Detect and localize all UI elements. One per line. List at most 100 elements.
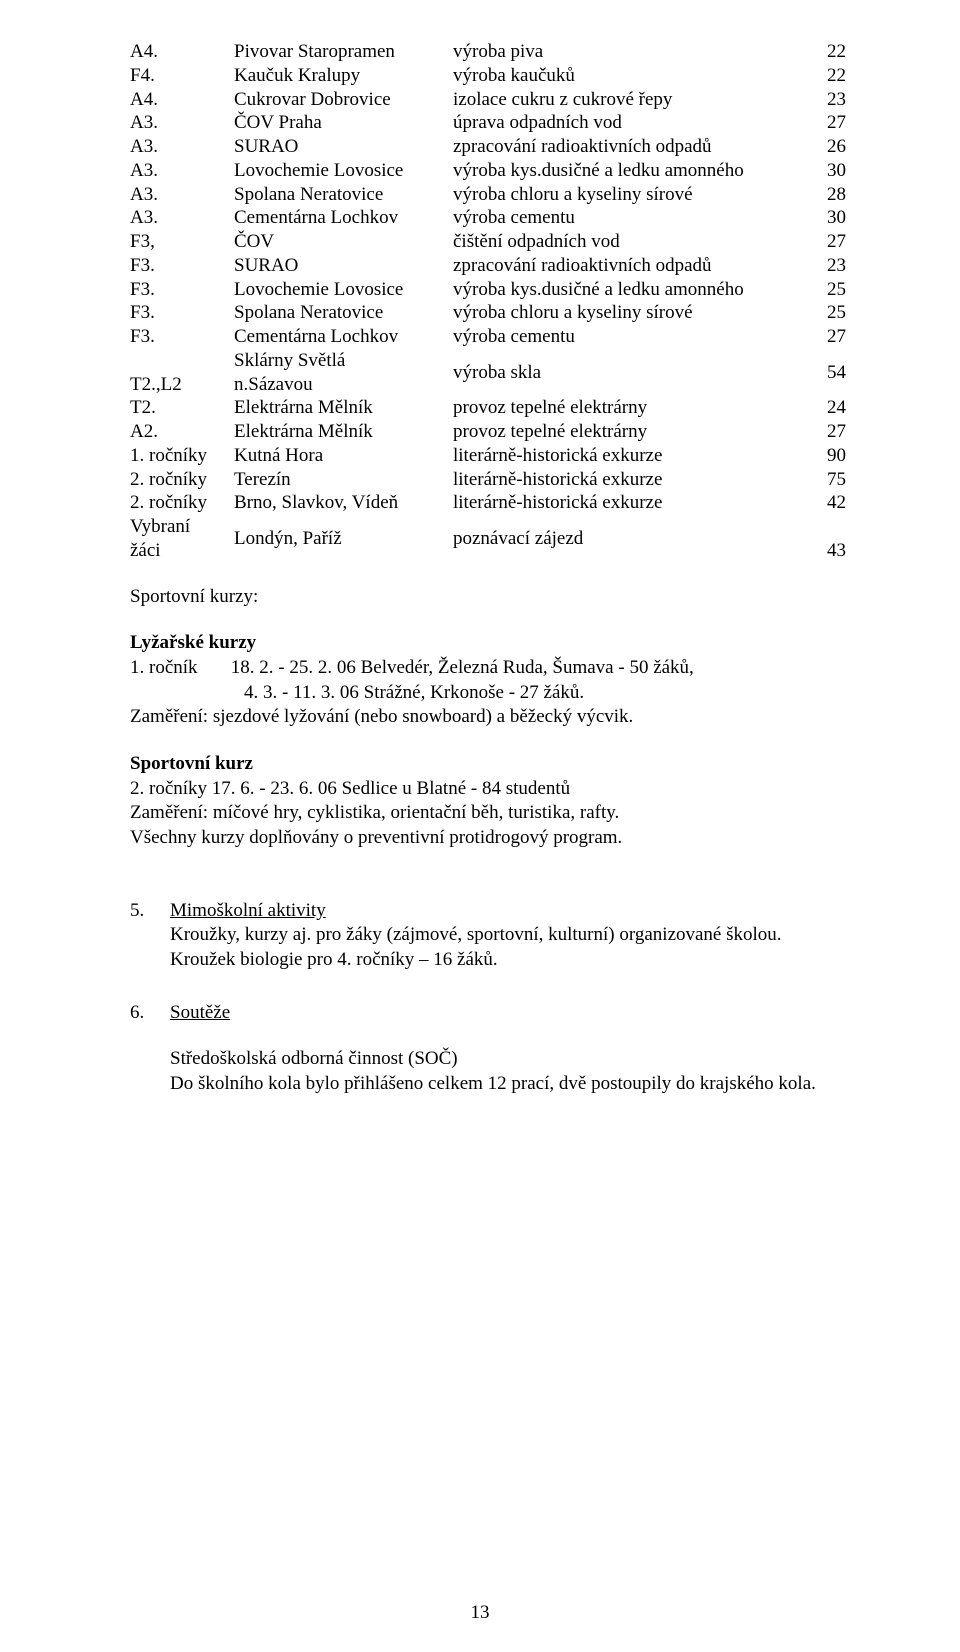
place-cell: SURAO xyxy=(234,254,453,278)
desc-cell: poznávací zájezd xyxy=(453,515,806,563)
code-cell: 2. ročníky xyxy=(130,468,234,492)
count-cell: 42 xyxy=(806,491,850,515)
place-cell: Londýn, Paříž xyxy=(234,515,453,563)
table-row: F3.Lovochemie Lovosicevýroba kys.dusičné… xyxy=(130,278,850,302)
place-cell: Spolana Neratovice xyxy=(234,183,453,207)
code-cell: F3. xyxy=(130,325,234,349)
code-cell: A4. xyxy=(130,40,234,64)
count-cell: 28 xyxy=(806,183,850,207)
ski-line1: 1. ročník 18. 2. - 25. 2. 06 Belvedér, Ž… xyxy=(130,656,850,681)
page-number: 13 xyxy=(0,1602,960,1624)
sportkurz-line3: Všechny kurzy doplňovány o preventivní p… xyxy=(130,826,850,851)
place-cell: Spolana Neratovice xyxy=(234,301,453,325)
code-cell: A3. xyxy=(130,159,234,183)
code-cell: F4. xyxy=(130,64,234,88)
count-cell: 27 xyxy=(806,230,850,254)
desc-cell: izolace cukru z cukrové řepy xyxy=(453,88,806,112)
code-cell: A4. xyxy=(130,88,234,112)
desc-cell: výroba chloru a kyseliny sírové xyxy=(453,301,806,325)
count-cell: 27 xyxy=(806,420,850,444)
desc-cell: provoz tepelné elektrárny xyxy=(453,420,806,444)
count-cell: 24 xyxy=(806,396,850,420)
place-cell: Lovochemie Lovosice xyxy=(234,278,453,302)
code-cell: žáci xyxy=(130,539,234,563)
table-row: F3.SURAOzpracování radioaktivních odpadů… xyxy=(130,254,850,278)
place-cell: Cementárna Lochkov xyxy=(234,206,453,230)
place-cell: Terezín xyxy=(234,468,453,492)
desc-cell: čištění odpadních vod xyxy=(453,230,806,254)
desc-cell: výroba skla xyxy=(453,349,806,397)
sportkurz-line2: Zaměření: míčové hry, cyklistika, orient… xyxy=(130,801,850,826)
code-cell: F3. xyxy=(130,278,234,302)
place-cell: Cukrovar Dobrovice xyxy=(234,88,453,112)
desc-cell: úprava odpadních vod xyxy=(453,111,806,135)
excursions-table: A4.Pivovar Staropramenvýroba piva22F4.Ka… xyxy=(130,40,850,563)
item-6-num: 6. xyxy=(130,1001,170,1097)
count-cell: 22 xyxy=(806,64,850,88)
code-cell: Vybraní xyxy=(130,515,234,539)
table-row: Sklárny Světlávýroba skla54 xyxy=(130,349,850,373)
code-cell: T2. xyxy=(130,396,234,420)
place-cell: ČOV xyxy=(234,230,453,254)
table-row: 1. ročníkyKutná Horaliterárně-historická… xyxy=(130,444,850,468)
sport-kurz: Sportovní kurz 2. ročníky 17. 6. - 23. 6… xyxy=(130,752,850,851)
desc-cell: výroba cementu xyxy=(453,325,806,349)
table-row: A4.Pivovar Staropramenvýroba piva22 xyxy=(130,40,850,64)
count-cell: 90 xyxy=(806,444,850,468)
count-cell: 54 xyxy=(806,349,850,397)
item-6: 6. Soutěže Středoškolská odborná činnost… xyxy=(130,1001,850,1097)
count-cell: 23 xyxy=(806,254,850,278)
code-cell: A3. xyxy=(130,206,234,230)
desc-cell: literárně-historická exkurze xyxy=(453,491,806,515)
ski-title: Lyžařské kurzy xyxy=(130,631,850,656)
table-row: 2. ročníkyTerezínliterárně-historická ex… xyxy=(130,468,850,492)
item-6-para1: Středoškolská odborná činnost (SOČ) xyxy=(170,1047,850,1072)
count-cell: 30 xyxy=(806,206,850,230)
sportkurz-title: Sportovní kurz xyxy=(130,752,850,777)
table-row: A3.Cementárna Lochkovvýroba cementu30 xyxy=(130,206,850,230)
count-cell: 25 xyxy=(806,301,850,325)
item-6-para2: Do školního kola bylo přihlášeno celkem … xyxy=(170,1072,850,1097)
code-cell: 1. ročníky xyxy=(130,444,234,468)
code-cell: 2. ročníky xyxy=(130,491,234,515)
desc-cell: zpracování radioaktivních odpadů xyxy=(453,135,806,159)
code-cell: T2.,L2 xyxy=(130,373,234,397)
item-5: 5. Mimoškolní aktivity Kroužky, kurzy aj… xyxy=(130,899,850,973)
item-5-num: 5. xyxy=(130,899,170,973)
place-cell: Elektrárna Mělník xyxy=(234,396,453,420)
table-row: A3.ČOV Prahaúprava odpadních vod27 xyxy=(130,111,850,135)
table-row: F3,ČOVčištění odpadních vod27 xyxy=(130,230,850,254)
sportkurz-line1: 2. ročníky 17. 6. - 23. 6. 06 Sedlice u … xyxy=(130,777,850,802)
item-5-title: Mimoškolní aktivity xyxy=(170,899,850,924)
place-cell: Brno, Slavkov, Vídeň xyxy=(234,491,453,515)
code-cell: A3. xyxy=(130,111,234,135)
desc-cell: zpracování radioaktivních odpadů xyxy=(453,254,806,278)
desc-cell: literárně-historická exkurze xyxy=(453,444,806,468)
code-cell: A2. xyxy=(130,420,234,444)
table-row: 2. ročníkyBrno, Slavkov, Vídeňliterárně-… xyxy=(130,491,850,515)
sport-courses-heading: Sportovní kurzy: xyxy=(130,585,850,610)
code-cell: A3. xyxy=(130,135,234,159)
table-row: A3.Spolana Neratovicevýroba chloru a kys… xyxy=(130,183,850,207)
desc-cell: výroba kys.dusičné a ledku amonného xyxy=(453,159,806,183)
table-row: F4.Kaučuk Kralupyvýroba kaučuků22 xyxy=(130,64,850,88)
table-row: A4.Cukrovar Dobroviceizolace cukru z cuk… xyxy=(130,88,850,112)
place-cell: Lovochemie Lovosice xyxy=(234,159,453,183)
count-cell: 23 xyxy=(806,88,850,112)
count-cell: 25 xyxy=(806,278,850,302)
table-row: F3.Cementárna Lochkovvýroba cementu27 xyxy=(130,325,850,349)
place-cell: Kutná Hora xyxy=(234,444,453,468)
desc-cell: výroba chloru a kyseliny sírové xyxy=(453,183,806,207)
place-cell: Pivovar Staropramen xyxy=(234,40,453,64)
table-row: A2.Elektrárna Mělníkprovoz tepelné elekt… xyxy=(130,420,850,444)
place-cell: Sklárny Světlá xyxy=(234,349,453,373)
code-cell: F3, xyxy=(130,230,234,254)
count-cell: 43 xyxy=(806,539,850,563)
table-row: VybraníLondýn, Pařížpoznávací zájezd xyxy=(130,515,850,539)
place-cell: Kaučuk Kralupy xyxy=(234,64,453,88)
desc-cell: výroba piva xyxy=(453,40,806,64)
place-cell: SURAO xyxy=(234,135,453,159)
place-cell: ČOV Praha xyxy=(234,111,453,135)
ski-line3: Zaměření: sjezdové lyžování (nebo snowbo… xyxy=(130,705,850,730)
table-row: A3.SURAOzpracování radioaktivních odpadů… xyxy=(130,135,850,159)
